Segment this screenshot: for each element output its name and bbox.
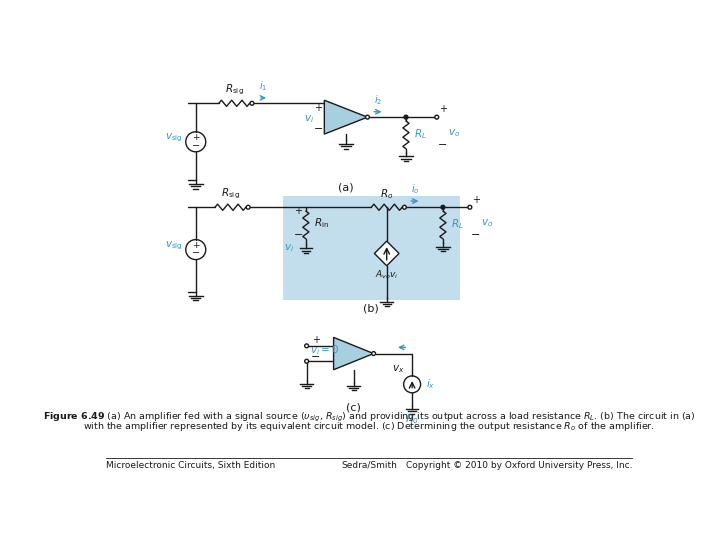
Text: $R_L$: $R_L$: [414, 127, 426, 141]
Text: $v_o$: $v_o$: [481, 217, 493, 229]
Text: Microelectronic Circuits, Sixth Edition: Microelectronic Circuits, Sixth Edition: [106, 461, 275, 470]
FancyBboxPatch shape: [283, 195, 460, 300]
Polygon shape: [333, 338, 374, 370]
Text: +: +: [472, 194, 480, 205]
Text: $R_o$: $R_o$: [405, 412, 419, 426]
Circle shape: [250, 102, 254, 105]
Circle shape: [246, 205, 250, 209]
Text: $v_o$: $v_o$: [448, 127, 460, 139]
Text: $i_2$: $i_2$: [374, 93, 382, 107]
Text: $v_i$: $v_i$: [304, 113, 314, 125]
Text: $R_L$: $R_L$: [451, 218, 464, 232]
Circle shape: [441, 205, 445, 209]
Circle shape: [468, 205, 472, 209]
Text: +: +: [439, 104, 447, 114]
Text: $A_{vo}v_i$: $A_{vo}v_i$: [375, 269, 398, 281]
Text: Copyright © 2010 by Oxford University Press, Inc.: Copyright © 2010 by Oxford University Pr…: [406, 461, 632, 470]
Text: $R_{\rm sig}$: $R_{\rm sig}$: [225, 83, 244, 97]
Text: (a): (a): [338, 183, 354, 193]
Text: −: −: [438, 140, 448, 150]
Text: $v_i = 0$: $v_i = 0$: [310, 343, 340, 356]
Circle shape: [305, 359, 309, 363]
Circle shape: [404, 115, 408, 119]
Text: $i_x$: $i_x$: [426, 377, 435, 392]
Text: +: +: [192, 133, 199, 143]
Text: −: −: [192, 140, 200, 151]
Circle shape: [402, 205, 406, 209]
Text: +: +: [312, 335, 320, 345]
Text: −: −: [192, 248, 200, 259]
Text: −: −: [294, 230, 303, 240]
Text: with the amplifier represented by its equivalent circuit model. (c) Determining : with the amplifier represented by its eq…: [83, 420, 655, 433]
Circle shape: [305, 344, 309, 348]
Text: $R_o$: $R_o$: [380, 187, 393, 201]
Text: Sedra/Smith: Sedra/Smith: [341, 461, 397, 470]
Text: (b): (b): [364, 304, 379, 314]
Text: $i_o$: $i_o$: [411, 182, 420, 195]
Circle shape: [435, 115, 438, 119]
Text: +: +: [192, 241, 199, 250]
Text: (c): (c): [346, 402, 361, 413]
Text: $i_1$: $i_1$: [259, 79, 268, 93]
Text: $v_{\rm sig}$: $v_{\rm sig}$: [166, 132, 183, 144]
Text: −: −: [313, 125, 323, 134]
Text: $R_{\rm sig}$: $R_{\rm sig}$: [221, 187, 240, 201]
Text: $\bf{Figure\ 6.49}$ (a) An amplifier fed with a signal source ($\upsilon_{sig}$,: $\bf{Figure\ 6.49}$ (a) An amplifier fed…: [42, 411, 696, 424]
Text: +: +: [314, 103, 322, 113]
Text: $v_{\rm sig}$: $v_{\rm sig}$: [166, 240, 183, 252]
Text: −: −: [472, 230, 481, 240]
Polygon shape: [374, 241, 399, 266]
Polygon shape: [324, 100, 367, 134]
Circle shape: [372, 352, 376, 355]
Text: −: −: [311, 352, 320, 362]
Circle shape: [366, 115, 369, 119]
Text: $R_{\rm in}$: $R_{\rm in}$: [314, 216, 329, 230]
Text: $v_x$: $v_x$: [392, 363, 405, 375]
Text: +: +: [294, 206, 302, 216]
Text: $v_i$: $v_i$: [284, 242, 294, 254]
